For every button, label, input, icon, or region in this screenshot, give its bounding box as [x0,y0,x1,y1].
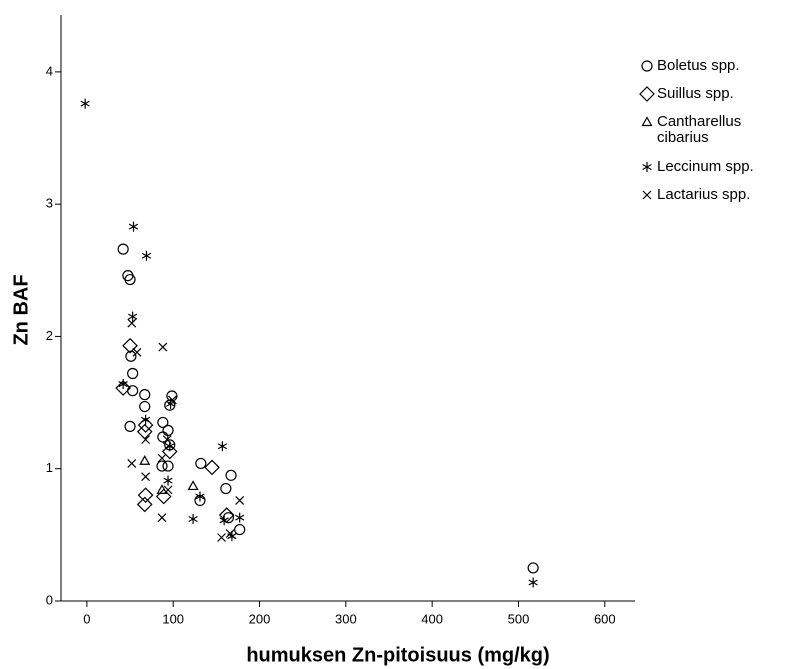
point [139,455,151,465]
point [234,523,246,536]
point [80,98,90,109]
point [219,515,229,526]
x-tick-label: 400 [421,611,443,626]
legend-marker [642,162,652,172]
point [141,435,151,445]
point [140,414,151,425]
point [122,337,138,354]
point [127,459,137,468]
point [156,484,168,494]
point [125,350,137,362]
point [162,424,174,436]
legend-marker [641,60,653,72]
point [217,441,228,452]
legend-label: Lactarius spp. [657,186,750,203]
point [157,453,167,463]
point [163,475,173,486]
x-tick-label: 100 [162,611,184,626]
point [132,347,142,357]
point [137,487,154,504]
x-tick-label: 200 [249,611,271,626]
legend-marker [641,116,653,127]
y-tick-label: 4 [46,63,53,78]
legend-marker [639,86,655,102]
point [235,496,245,505]
y-tick-label: 0 [46,592,53,607]
point [195,457,207,470]
x-tick-label: 300 [335,611,357,626]
point [127,318,137,328]
point [117,243,129,255]
point [141,250,152,261]
point [118,379,128,390]
y-tick-label: 3 [46,196,53,211]
point [235,512,245,523]
point [139,400,151,413]
y-axis-title: Zn BAF [10,274,32,345]
point [157,513,167,523]
point [528,577,538,588]
legend-label: Leccinum spp. [657,158,754,175]
point [164,399,176,411]
point [163,485,173,495]
point [155,488,172,505]
point [167,395,177,405]
point [136,496,153,513]
point [161,443,178,460]
point [128,311,138,322]
x-tick-label: 500 [508,611,530,626]
point [188,513,198,524]
legend-marker [642,190,652,200]
point [162,460,174,472]
legend-label: Suillus spp. [657,85,734,102]
point [527,562,539,574]
point [187,480,199,491]
point [157,416,169,429]
legend-label: Cantharellus cibarius [657,113,741,146]
point [124,273,136,286]
point [220,482,232,495]
point [137,417,154,433]
x-tick-label: 0 [83,611,90,626]
x-tick-label: 600 [594,611,616,626]
point [124,420,136,432]
point [225,469,237,481]
point [128,221,139,232]
x-axis-title: humuksen Zn-pitoisuus (mg/kg) [246,644,549,666]
legend-label: Boletus spp. [657,57,740,74]
point [127,367,139,380]
point [217,533,226,542]
y-tick-label: 1 [46,460,53,475]
point [162,435,172,445]
point [165,398,176,409]
point [115,380,131,396]
point [158,342,168,352]
point [204,459,220,476]
y-tick-label: 2 [46,328,53,343]
point [156,460,168,472]
point [195,491,205,502]
point [139,389,151,401]
point [218,507,235,523]
point [141,472,151,482]
point [225,529,235,538]
